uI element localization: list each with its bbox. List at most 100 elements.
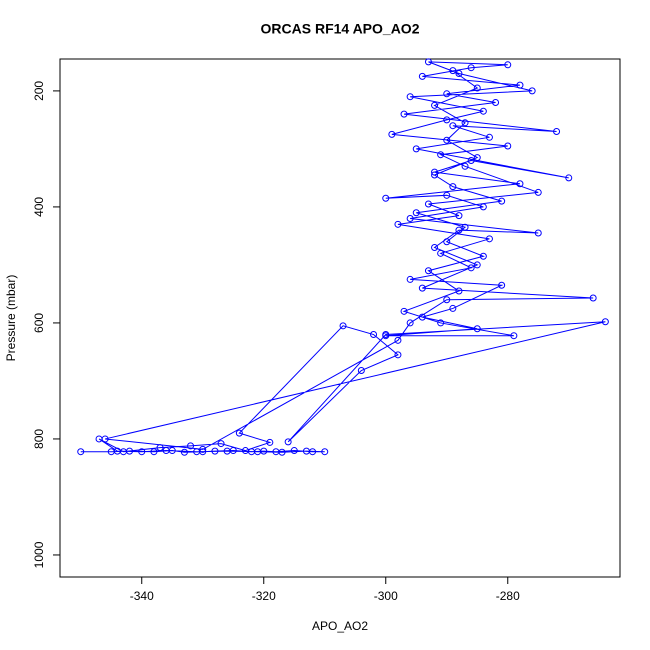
- data-point: [443, 296, 451, 304]
- data-point: [394, 336, 402, 344]
- data-point: [370, 331, 378, 339]
- data-point: [339, 322, 347, 330]
- data-point: [437, 319, 445, 327]
- data-point: [388, 130, 396, 138]
- data-point: [516, 180, 524, 188]
- data-point: [449, 304, 457, 312]
- data-point: [431, 171, 439, 179]
- data-point: [467, 64, 475, 72]
- data-point: [437, 249, 445, 257]
- data-point: [443, 238, 451, 246]
- data-point: [394, 351, 402, 359]
- data-point: [241, 447, 249, 455]
- data-point: [290, 447, 298, 455]
- data-point: [254, 448, 262, 456]
- data-point: [461, 119, 469, 127]
- data-point: [455, 212, 463, 220]
- data-point: [406, 215, 414, 223]
- data-point: [479, 203, 487, 211]
- data-point: [193, 448, 201, 456]
- data-point: [443, 90, 451, 98]
- data-point: [449, 122, 457, 130]
- y-tick-label: 1000: [32, 541, 46, 568]
- data-point: [150, 448, 158, 456]
- data-point: [431, 168, 439, 176]
- data-point: [473, 325, 481, 333]
- data-point: [406, 319, 414, 327]
- data-point: [473, 84, 481, 92]
- data-point: [479, 107, 487, 115]
- data-point: [534, 188, 542, 196]
- data-point: [119, 448, 127, 456]
- data-point: [266, 438, 274, 446]
- data-line: [80, 61, 606, 453]
- data-point: [382, 332, 390, 340]
- data-point: [418, 72, 426, 80]
- data-point: [449, 67, 457, 75]
- data-point: [284, 438, 292, 446]
- data-point: [498, 281, 506, 289]
- data-point: [180, 448, 188, 456]
- data-point: [461, 162, 469, 170]
- data-point: [418, 313, 426, 321]
- x-tick-label: -300: [374, 589, 398, 603]
- data-point: [443, 116, 451, 124]
- y-tick-label: 600: [32, 313, 46, 333]
- data-point: [449, 183, 457, 191]
- data-point: [156, 444, 164, 452]
- data-point: [302, 447, 310, 455]
- data-point: [235, 429, 243, 437]
- data-point: [321, 448, 329, 456]
- data-point: [516, 81, 524, 89]
- data-point: [510, 332, 518, 340]
- data-point: [455, 226, 463, 234]
- data-point: [455, 287, 463, 295]
- data-point: [498, 197, 506, 205]
- data-point: [357, 366, 365, 374]
- data-point: [138, 448, 146, 456]
- data-point: [553, 128, 561, 136]
- data-point: [473, 154, 481, 162]
- data-point: [461, 223, 469, 231]
- data-point: [101, 435, 109, 443]
- data-point: [211, 447, 219, 455]
- data-point: [199, 445, 207, 453]
- data-point: [467, 264, 475, 272]
- data-point: [443, 191, 451, 199]
- x-tick-label: -340: [130, 589, 154, 603]
- data-point: [528, 87, 536, 95]
- data-point: [217, 440, 225, 448]
- x-tick-label: -280: [496, 589, 520, 603]
- data-point: [382, 194, 390, 202]
- y-tick-label: 800: [32, 429, 46, 449]
- data-point: [162, 447, 170, 455]
- data-point: [424, 200, 432, 208]
- data-point: [418, 284, 426, 292]
- x-tick-label: -320: [252, 589, 276, 603]
- data-point: [443, 136, 451, 144]
- data-point: [400, 307, 408, 315]
- y-tick-label: 400: [32, 197, 46, 217]
- data-point: [589, 294, 597, 302]
- data-point: [187, 442, 195, 450]
- y-tick-label: 200: [32, 81, 46, 101]
- data-point: [431, 101, 439, 109]
- data-point: [424, 267, 432, 275]
- data-point: [504, 61, 512, 69]
- data-point: [504, 142, 512, 150]
- data-point: [485, 133, 493, 141]
- plot-frame: [59, 58, 621, 578]
- chart-title: ORCAS RF14 APO_AO2: [261, 21, 420, 37]
- data-point: [565, 174, 573, 182]
- data-point: [77, 448, 85, 456]
- data-point: [223, 447, 231, 455]
- data-point: [431, 244, 439, 252]
- data-point: [437, 151, 445, 159]
- data-point: [473, 261, 481, 269]
- data-point: [394, 220, 402, 228]
- data-point: [467, 157, 475, 165]
- data-point: [492, 99, 500, 107]
- data-point: [455, 70, 463, 78]
